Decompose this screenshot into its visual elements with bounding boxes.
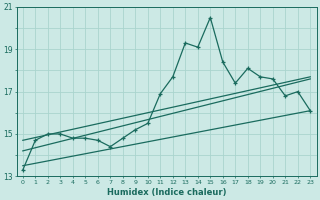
X-axis label: Humidex (Indice chaleur): Humidex (Indice chaleur): [107, 188, 226, 197]
